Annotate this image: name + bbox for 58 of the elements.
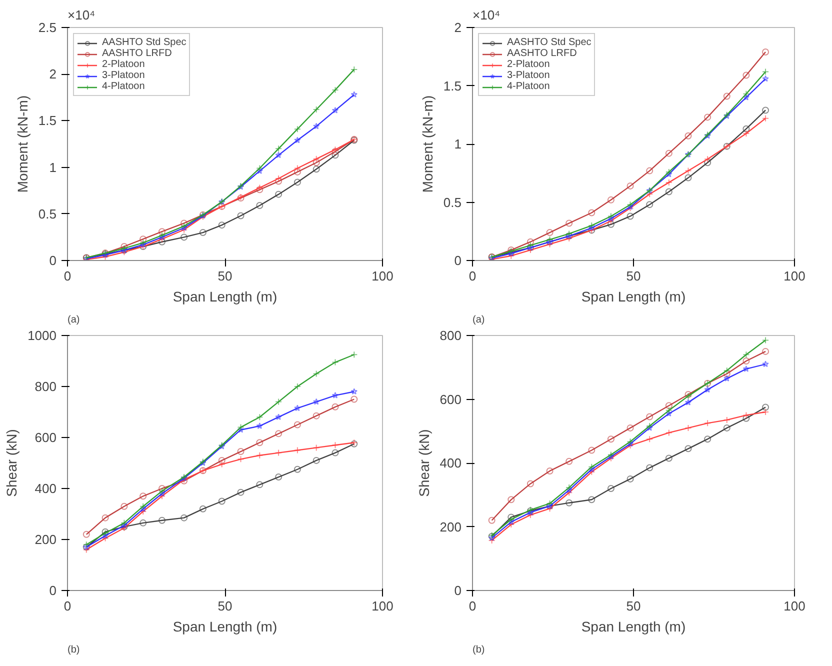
legend-label: 2-Platoon [507, 59, 550, 70]
x-axis-title: Span Length (m) [172, 288, 278, 304]
legend-label: 4-Platoon [102, 81, 145, 92]
legend-label: AASHTO Std Spec [102, 37, 186, 48]
y-tick-label: 1.5 [38, 113, 57, 128]
y-tick-label: 2 [454, 20, 462, 35]
x-axis-title: Span Length (m) [581, 618, 686, 634]
x-tick-label: 100 [372, 598, 394, 614]
legend-label: AASHTO LRFD [102, 48, 172, 59]
x-axis-title: Span Length (m) [581, 288, 686, 304]
x-tick-label: 50 [626, 268, 641, 284]
x-tick-label: 0 [468, 598, 476, 614]
y-tick-label: 0.5 [38, 206, 57, 222]
text: ×10⁴ [68, 8, 96, 22]
y-tick-label: 600 [34, 430, 57, 445]
text: (b) [68, 644, 80, 656]
x-axis-title: Span Length (m) [172, 618, 278, 634]
x-tick-label: 100 [784, 598, 806, 614]
y-tick-label: 200 [440, 519, 462, 534]
legend-label: 3-Platoon [507, 70, 550, 81]
x-tick-label: 100 [784, 268, 806, 284]
y-tick-label: 0 [49, 253, 57, 268]
y-axis-title: Moment (kN-m) [419, 95, 436, 193]
y-axis-title: Shear (kN) [416, 429, 432, 497]
y-tick-label: 800 [34, 379, 57, 394]
y-tick-label: 1000 [28, 328, 56, 343]
legend-label: 3-Platoon [102, 70, 145, 81]
text: ×10⁴ [472, 8, 500, 22]
legend-label: 2-Platoon [102, 59, 145, 70]
x-tick-label: 0 [64, 268, 72, 284]
y-tick-label: 1.5 [443, 78, 462, 94]
x-tick-label: 50 [218, 598, 232, 614]
text: (b) [472, 644, 485, 656]
text: (a) [472, 314, 485, 326]
y-axis-title: Shear (kN) [4, 429, 20, 497]
x-tick-label: 0 [468, 268, 476, 284]
y-tick-label: 2 [49, 66, 57, 82]
y-tick-label: 600 [440, 392, 462, 407]
legend-label: 4-Platoon [507, 81, 550, 92]
y-tick-label: 0 [454, 253, 462, 268]
y-tick-label: 400 [34, 481, 57, 496]
x-tick-label: 0 [64, 598, 72, 614]
text: (a) [68, 314, 80, 326]
y-tick-label: 800 [440, 328, 462, 343]
y-tick-label: 200 [34, 532, 57, 547]
y-tick-label: 1 [49, 160, 57, 175]
x-tick-label: 50 [626, 598, 641, 614]
y-tick-label: 0 [454, 583, 462, 598]
y-tick-label: 400 [440, 456, 462, 470]
x-tick-label: 50 [218, 268, 232, 284]
y-tick-label: 2.5 [38, 20, 57, 35]
y-tick-label: 0.5 [443, 194, 462, 210]
x-tick-label: 100 [372, 268, 394, 284]
y-tick-label: 1 [454, 136, 462, 152]
y-tick-label: 0 [49, 583, 57, 598]
legend-label: AASHTO Std Spec [507, 37, 592, 48]
legend-label: AASHTO LRFD [507, 48, 577, 59]
y-axis-title: Moment (kN-m) [14, 95, 30, 193]
